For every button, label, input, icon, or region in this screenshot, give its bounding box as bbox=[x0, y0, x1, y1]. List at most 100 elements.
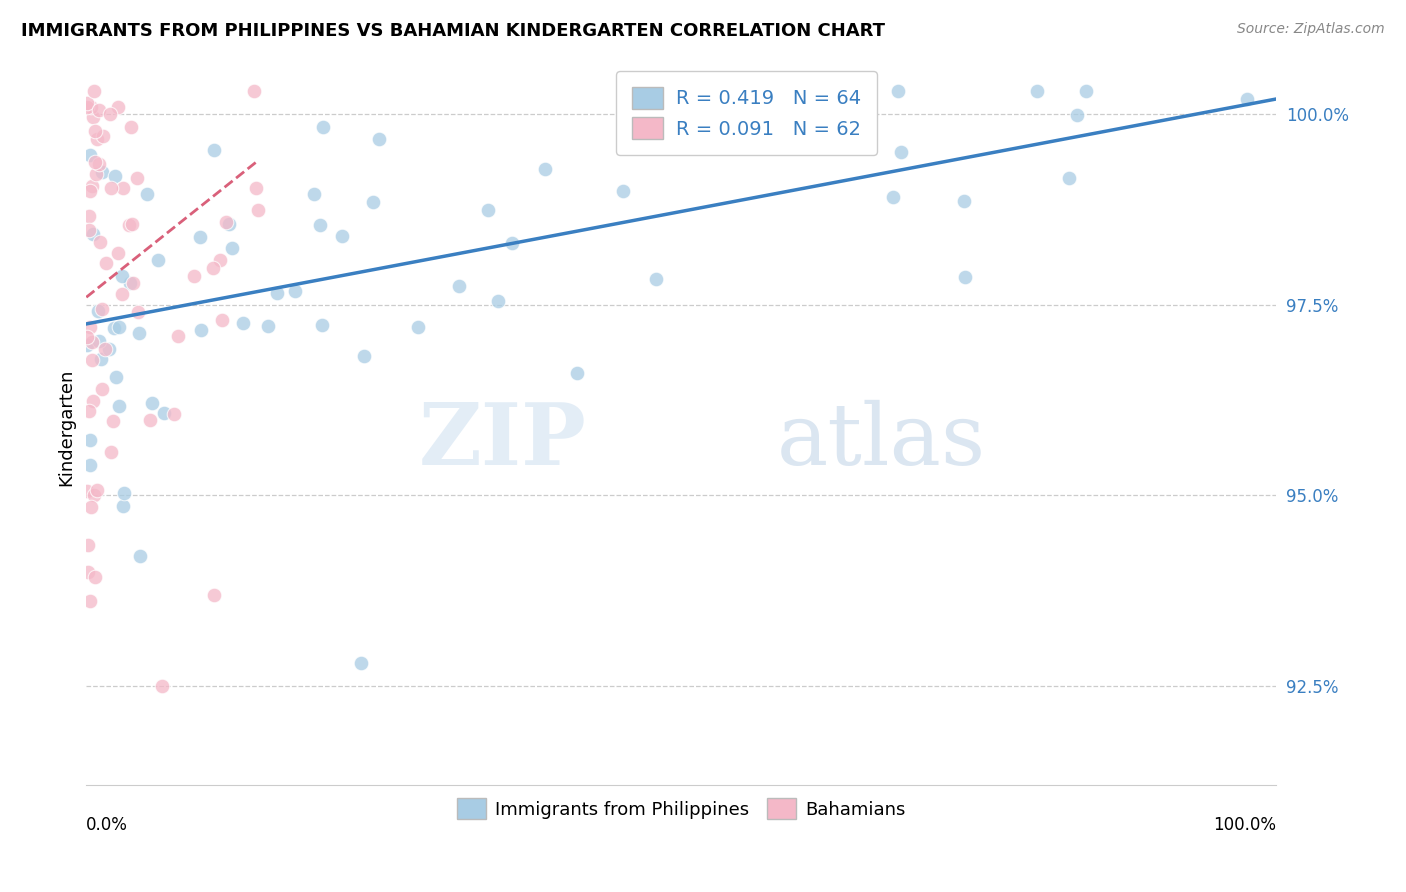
Point bbox=[80, 100, 103, 114]
Point bbox=[167, 329, 190, 343]
Point bbox=[76, 100, 98, 114]
Point bbox=[953, 194, 976, 208]
Point bbox=[309, 218, 332, 232]
Point bbox=[87, 334, 110, 348]
Point bbox=[83, 570, 105, 584]
Point bbox=[79, 458, 101, 473]
Point bbox=[208, 253, 231, 268]
Point bbox=[83, 155, 105, 169]
Point bbox=[79, 184, 101, 198]
Point bbox=[202, 144, 225, 158]
Point bbox=[91, 382, 114, 396]
Point bbox=[501, 236, 523, 251]
Point bbox=[98, 107, 121, 121]
Y-axis label: Kindergarten: Kindergarten bbox=[58, 368, 75, 485]
Point bbox=[112, 181, 135, 195]
Point bbox=[80, 178, 103, 193]
Point bbox=[80, 500, 103, 515]
Point bbox=[645, 271, 668, 285]
Point bbox=[100, 181, 122, 195]
Point bbox=[80, 335, 103, 350]
Point bbox=[84, 167, 107, 181]
Point bbox=[91, 165, 114, 179]
Legend: Immigrants from Philippines, Bahamians: Immigrants from Philippines, Bahamians bbox=[450, 791, 912, 826]
Point bbox=[190, 230, 212, 244]
Point bbox=[111, 286, 134, 301]
Point bbox=[90, 352, 112, 367]
Point bbox=[77, 538, 100, 552]
Point bbox=[350, 656, 373, 670]
Point bbox=[105, 369, 128, 384]
Point bbox=[76, 484, 98, 499]
Point bbox=[302, 187, 325, 202]
Point bbox=[612, 184, 634, 198]
Point bbox=[86, 132, 108, 146]
Point bbox=[79, 148, 101, 162]
Point bbox=[79, 320, 101, 334]
Point bbox=[311, 318, 333, 333]
Point bbox=[80, 353, 103, 368]
Point bbox=[1066, 108, 1088, 122]
Point bbox=[221, 241, 243, 255]
Point bbox=[129, 549, 152, 564]
Point bbox=[163, 407, 186, 421]
Point bbox=[284, 285, 307, 299]
Point bbox=[122, 276, 145, 290]
Point bbox=[215, 215, 238, 229]
Point bbox=[108, 320, 131, 334]
Point bbox=[353, 349, 375, 363]
Point bbox=[94, 342, 117, 356]
Point bbox=[112, 499, 135, 513]
Point bbox=[882, 190, 904, 204]
Point bbox=[141, 396, 163, 410]
Point bbox=[567, 366, 589, 380]
Point bbox=[1025, 84, 1047, 98]
Point bbox=[245, 180, 267, 194]
Point bbox=[82, 110, 104, 124]
Text: atlas: atlas bbox=[776, 400, 986, 483]
Point bbox=[1057, 170, 1080, 185]
Point bbox=[1074, 84, 1097, 98]
Point bbox=[79, 404, 101, 418]
Point bbox=[76, 565, 98, 579]
Point bbox=[110, 268, 132, 283]
Point bbox=[86, 304, 108, 318]
Point bbox=[408, 319, 430, 334]
Point bbox=[887, 84, 910, 98]
Point bbox=[120, 120, 142, 134]
Point bbox=[108, 399, 131, 413]
Point bbox=[118, 218, 141, 232]
Point bbox=[77, 209, 100, 223]
Point bbox=[488, 294, 510, 309]
Point bbox=[76, 330, 98, 344]
Point bbox=[89, 103, 111, 118]
Point bbox=[136, 186, 159, 201]
Point bbox=[211, 313, 233, 327]
Point bbox=[242, 84, 264, 98]
Point bbox=[125, 171, 148, 186]
Point bbox=[98, 343, 121, 357]
Point bbox=[218, 217, 240, 231]
Point bbox=[118, 276, 141, 290]
Text: Source: ZipAtlas.com: Source: ZipAtlas.com bbox=[1237, 22, 1385, 37]
Text: IMMIGRANTS FROM PHILIPPINES VS BAHAMIAN KINDERGARTEN CORRELATION CHART: IMMIGRANTS FROM PHILIPPINES VS BAHAMIAN … bbox=[21, 22, 886, 40]
Point bbox=[152, 406, 174, 420]
Point bbox=[82, 227, 104, 241]
Point bbox=[330, 228, 353, 243]
Point bbox=[96, 256, 118, 270]
Point bbox=[533, 161, 555, 176]
Point bbox=[112, 486, 135, 500]
Point bbox=[91, 128, 114, 143]
Point bbox=[79, 434, 101, 448]
Point bbox=[101, 414, 124, 428]
Point bbox=[83, 488, 105, 502]
Point bbox=[83, 84, 105, 98]
Point bbox=[82, 393, 104, 408]
Point bbox=[183, 268, 205, 283]
Point bbox=[121, 217, 143, 231]
Text: 0.0%: 0.0% bbox=[86, 815, 128, 834]
Point bbox=[100, 445, 122, 459]
Text: ZIP: ZIP bbox=[418, 400, 586, 483]
Point bbox=[76, 96, 98, 111]
Point bbox=[91, 301, 114, 316]
